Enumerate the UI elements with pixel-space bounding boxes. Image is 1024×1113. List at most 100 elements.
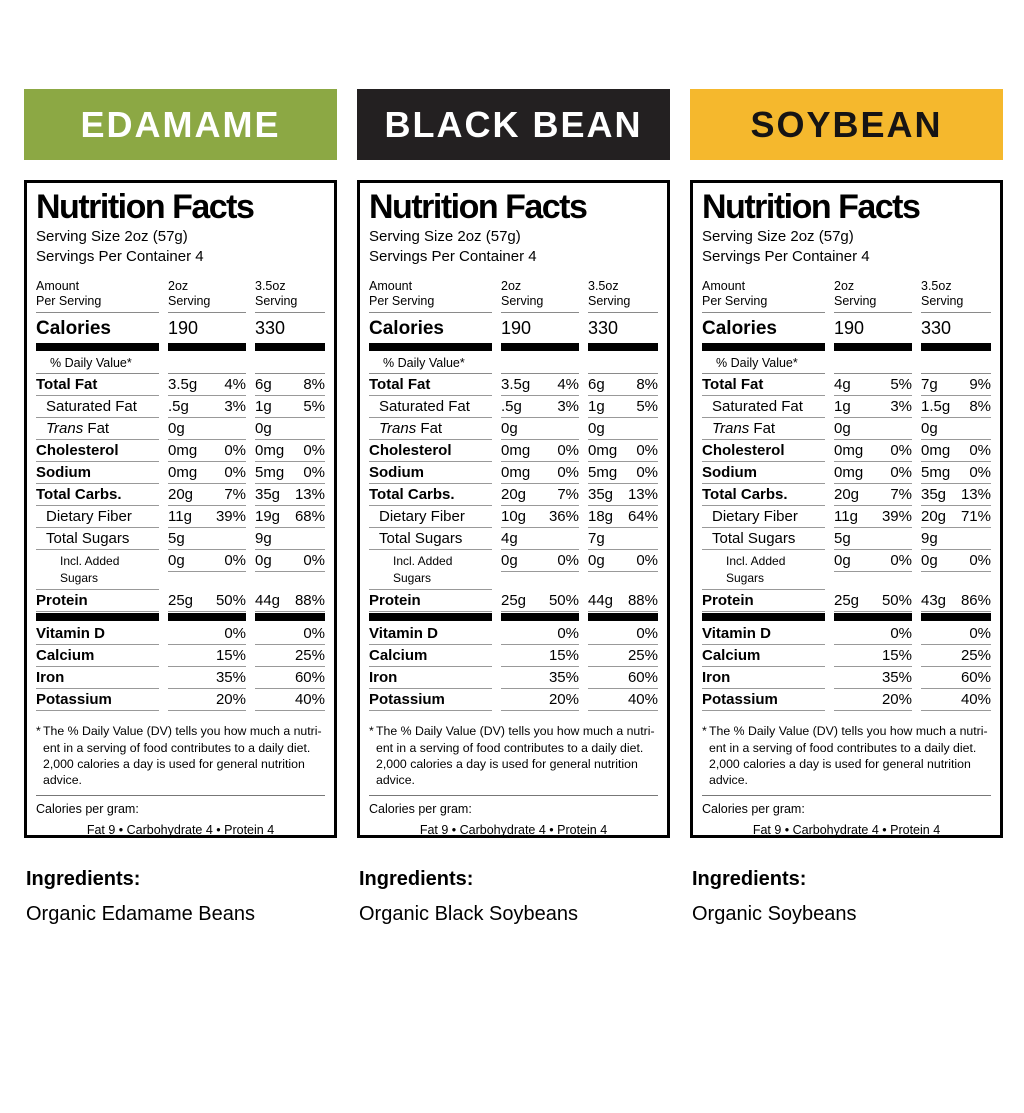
percent-2oz: 15% [501,645,579,668]
nutrient-label: Sodium [702,462,825,485]
nutrient-label: Saturated Fat [36,396,159,419]
nutrient-row: Total Carbs. 20g 7% 35g 13% [369,484,658,507]
nutrient-label: Total Fat [369,374,492,397]
amount: 3.5g [168,376,198,394]
value-2oz: 5g [834,528,912,551]
amount: 0g [834,552,851,570]
percent-3-5oz: 60% [921,667,991,690]
percent-2oz: 35% [501,667,579,690]
amount: 5mg [255,464,285,482]
mineral-row: Vitamin D 0% 0% [369,623,658,646]
calories-divider-segments [36,343,325,352]
nutrient-label: Total Fat [36,374,159,397]
value-3-5oz: 9g [255,528,325,551]
amount: 35g [921,486,947,504]
daily-value-percent: 13% [960,486,991,504]
nutrient-row: Incl. Added Sugars 0g 0% 0g 0% [702,550,991,591]
value-3-5oz: 1g 5% [588,396,658,419]
value-3-5oz: 35g 13% [588,484,658,507]
daily-value-percent: 0% [969,464,991,482]
nutrition-facts-title: Nutrition Facts [702,188,921,226]
amount: 6g [588,376,605,394]
footnote-separator [369,795,658,797]
ingredients-text: Organic Black Soybeans [359,903,579,925]
amount: 1g [255,398,272,416]
product-column: EDAMAME Nutrition Facts Serving Size 2oz… [24,89,337,926]
value-3-5oz: 7g [588,528,658,551]
nutrient-row: Dietary Fiber 11g 39% 20g 71% [702,506,991,529]
col-header-3-5oz: 3.5oz Serving [255,279,325,314]
amount: 25g [501,592,527,610]
daily-value-percent: 25% [627,647,658,665]
daily-value-percent: 0% [303,552,325,570]
value-2oz: 25g 50% [834,590,912,613]
calories-3-5oz-value: 330 [588,318,619,339]
value-3-5oz: 0g 0% [255,550,325,573]
daily-value-percent: 0% [557,552,579,570]
amount: 0g [588,420,605,438]
daily-value-percent: 0% [890,442,912,460]
calories-2oz-value: 190 [168,318,199,339]
amount: 1g [834,398,851,416]
nutrition-facts-panel: Nutrition Facts Serving Size 2oz (57g) S… [357,180,670,838]
nutrient-label: Total Sugars [702,528,825,551]
calories-row: Calories 190 330 [702,316,991,342]
nutrition-facts-title: Nutrition Facts [369,188,588,226]
daily-value-percent: 39% [881,508,912,526]
col-header-amount: Amount Per Serving [702,279,825,314]
percent-2oz: 20% [168,689,246,712]
amount: 0mg [834,464,864,482]
daily-value-percent: 20% [548,691,579,709]
percent-2oz: 0% [834,623,912,646]
calories-row: Calories 190 330 [36,316,325,342]
footnote-text: The % Daily Value (DV) tells you how muc… [376,724,655,787]
nutrient-row: Total Carbs. 20g 7% 35g 13% [702,484,991,507]
mineral-row: Calcium 15% 25% [36,645,325,668]
value-2oz: 11g 39% [834,506,912,529]
value-2oz: 20g 7% [834,484,912,507]
footnote-separator [36,795,325,797]
daily-value-percent: 40% [294,691,325,709]
value-2oz: 5g [168,528,246,551]
nutrient-label: Trans Fat [36,418,159,441]
serving-size: Serving Size 2oz (57g) [369,227,521,245]
daily-value-percent: 3% [224,398,246,416]
nutrient-label: Total Sugars [369,528,492,551]
nutrition-facts-panel: Nutrition Facts Serving Size 2oz (57g) S… [24,180,337,838]
calories-3-5oz-value: 330 [255,318,286,339]
value-3-5oz: 5mg 0% [255,462,325,485]
nutrient-row: Total Sugars 4g 7g [369,528,658,551]
mineral-row: Iron 35% 60% [369,667,658,690]
daily-value-percent: 7% [224,486,246,504]
mineral-label: Calcium [36,645,159,668]
value-2oz: 25g 50% [168,590,246,613]
daily-value-percent: 60% [294,669,325,687]
percent-2oz: 0% [501,623,579,646]
column-header-row: Amount Per Serving 2oz Serving 3.5oz Ser… [36,279,325,314]
nutrient-row: Protein 25g 50% 44g 88% [369,590,658,613]
daily-value-percent: 35% [215,669,246,687]
daily-value-percent: 5% [890,376,912,394]
amount: 0g [501,420,518,438]
value-2oz: 4g 5% [834,374,912,397]
nutrient-rows: Total Fat 3.5g 4% 6g 8% Saturated Fat .5g 3% 1g 5… [36,374,325,613]
ingredients-heading: Ingredients: [692,868,807,890]
servings-per-container: Servings Per Container 4 [369,247,537,265]
nutrient-label: Trans Fat [702,418,825,441]
daily-value-percent: 15% [881,647,912,665]
amount: 0g [588,552,605,570]
amount: 0g [834,420,851,438]
mineral-row: Vitamin D 0% 0% [36,623,325,646]
calories-divider-segments [702,343,991,352]
value-3-5oz: 44g 88% [588,590,658,613]
protein-divider-segments [369,613,658,622]
daily-value-percent: 60% [960,669,991,687]
nutrient-rows: Total Fat 3.5g 4% 6g 8% Saturated Fat .5g 3% 1g 5… [369,374,658,613]
mineral-row: Calcium 15% 25% [369,645,658,668]
daily-value-percent: 8% [303,376,325,394]
product-name: SOYBEAN [750,103,943,145]
nutrient-label: Incl. Added Sugars [36,551,159,591]
daily-value-percent: 60% [627,669,658,687]
col-header-2oz: 2oz Serving [834,279,912,314]
value-3-5oz: 7g 9% [921,374,991,397]
